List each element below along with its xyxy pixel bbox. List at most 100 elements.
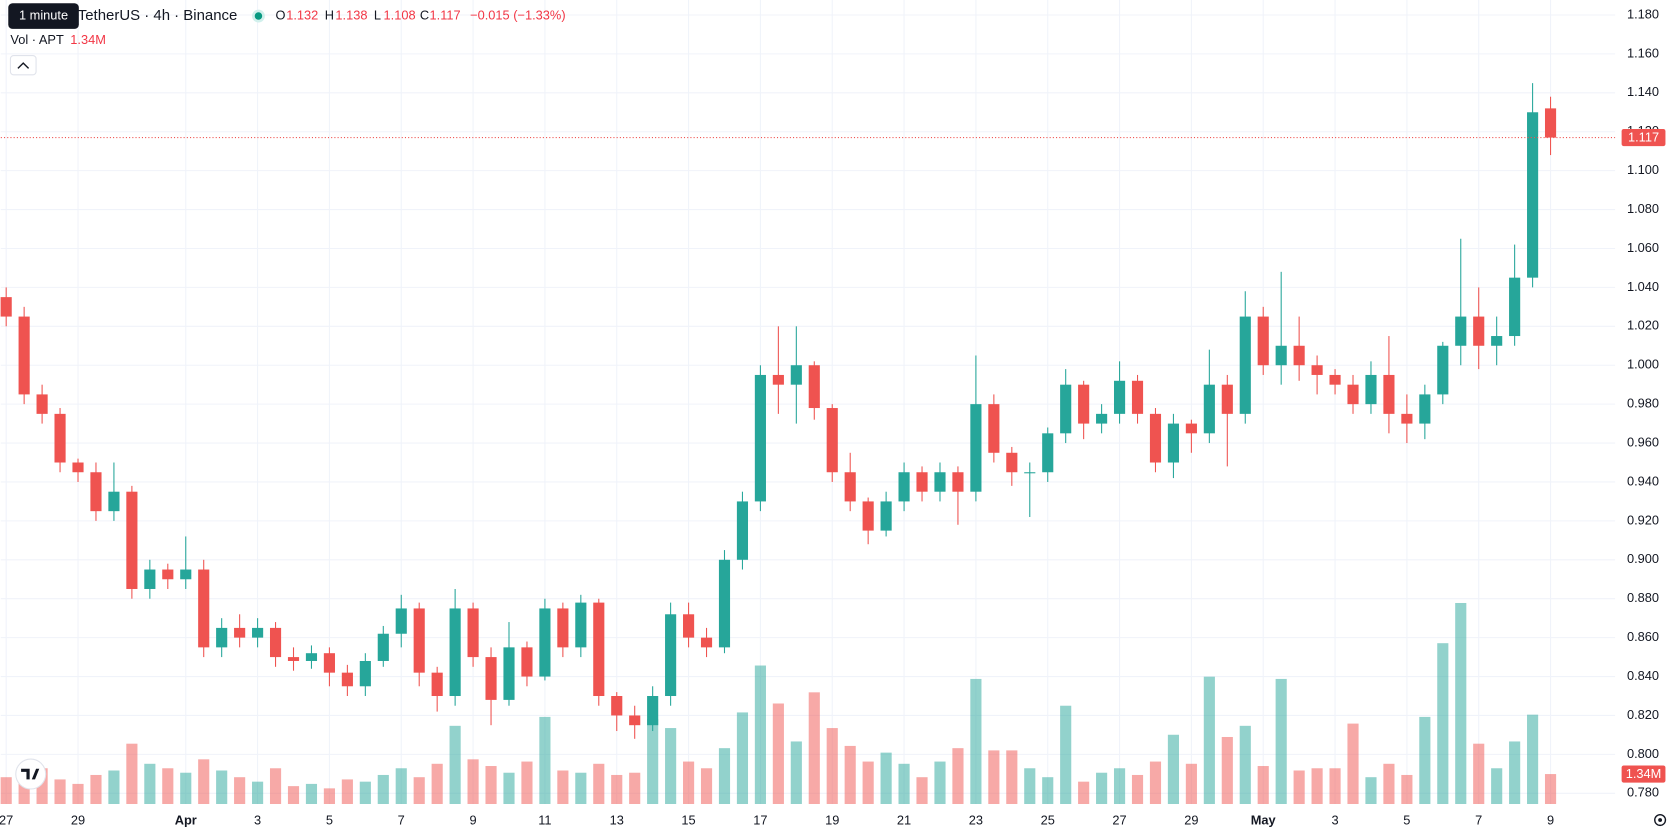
candle-body (1455, 316, 1467, 346)
candle-body (539, 608, 551, 677)
volume-bar (718, 748, 731, 804)
volume-bar (575, 772, 587, 804)
x-tick-label: 13 (610, 812, 624, 827)
volume-bar (539, 716, 551, 804)
volume-bar (305, 783, 318, 804)
y-tick-label: 1.000 (1627, 357, 1659, 372)
volume-bar (647, 719, 659, 804)
settings-icon-center (1658, 818, 1663, 822)
candle-body (988, 404, 1000, 453)
candle-body (1042, 433, 1054, 473)
candle-body (1437, 345, 1449, 395)
volume-bar (862, 761, 874, 804)
candle-body (1060, 384, 1072, 434)
volume-bar (736, 712, 749, 804)
x-tick-label: May (1251, 812, 1277, 827)
volume-bar (970, 678, 982, 804)
candle-body (305, 653, 318, 661)
volume-bar (198, 759, 210, 804)
volume-bar (1455, 602, 1467, 804)
ohlc-letter: H (325, 7, 334, 22)
candle-body (557, 608, 569, 648)
volume-bar (557, 770, 569, 804)
candle-body (198, 569, 210, 648)
candle-body (180, 569, 192, 580)
volume-bar (629, 772, 641, 804)
candle-body (413, 608, 425, 673)
volume-bar (485, 766, 497, 804)
y-tick-label: 1.020 (1627, 318, 1659, 333)
volume-bar (1365, 777, 1377, 804)
volume-bar (72, 783, 84, 804)
volume-bar (323, 788, 335, 804)
candle-body (575, 602, 587, 648)
candle-body (1096, 413, 1108, 424)
candle-body (952, 472, 964, 492)
candle-body (1185, 423, 1197, 434)
volume-bar (252, 781, 264, 804)
candle-body (18, 316, 30, 395)
collapse-icon (17, 62, 30, 69)
y-tick-label: 1.080 (1627, 201, 1659, 216)
candle-body (1527, 112, 1539, 278)
candle-body (1329, 374, 1341, 385)
x-tick-label: 5 (1403, 812, 1410, 827)
volume-bar (790, 741, 802, 804)
volume-value: 1.34M (70, 32, 106, 47)
candle-body (485, 657, 497, 700)
volume-bar (269, 768, 282, 804)
x-tick-label: 3 (1331, 812, 1338, 827)
candle-body (36, 394, 48, 414)
y-tick-label: 0.880 (1627, 590, 1659, 605)
legend-header: TetherUS · 4h · Binance O 1.132 H 1.138 … (8, 3, 1667, 827)
candle-body (1509, 277, 1521, 337)
volume-bar (1006, 750, 1018, 804)
volume-bar (180, 772, 192, 804)
y-tick-label: 0.820 (1627, 707, 1659, 722)
ohlc-value: 1.117 (430, 7, 461, 22)
x-tick-label: 5 (326, 812, 333, 827)
volume-bar (1131, 774, 1144, 804)
candle-body (970, 404, 982, 492)
candle-body (934, 472, 946, 492)
y-tick-label: 0.980 (1627, 396, 1659, 411)
volume-bar (144, 763, 156, 804)
candle-body (1311, 365, 1323, 375)
price-tag-label: 1.117 (1628, 129, 1659, 144)
volume-bar (772, 703, 784, 804)
candle-body (503, 647, 515, 700)
volume-bar (988, 750, 1000, 804)
volume-bar (1329, 768, 1341, 804)
candle-body (1078, 384, 1090, 424)
candle-body (1365, 374, 1377, 405)
volume-bar (449, 725, 461, 804)
volume-bar (216, 770, 228, 804)
ohlc-value: 1.132 (286, 7, 318, 22)
y-tick-label: 0.920 (1627, 512, 1659, 527)
volume-bar (54, 779, 66, 804)
ohlc-letter: C (420, 7, 429, 22)
candle-body (287, 657, 300, 661)
logo-badge[interactable] (15, 758, 47, 790)
settings-icon[interactable] (1654, 813, 1667, 827)
volume-bar (1042, 777, 1054, 804)
collapse-button[interactable] (9, 55, 37, 76)
candle-body (665, 614, 677, 697)
volume-bar (287, 786, 300, 804)
volume-bar (1437, 643, 1449, 804)
volume-bar (826, 728, 838, 804)
y-tick-label: 0.900 (1627, 551, 1659, 566)
volume-tag (1621, 765, 1666, 783)
volume-bar (1527, 714, 1539, 804)
volume-bar (916, 777, 928, 804)
candle-body (1544, 108, 1557, 138)
volume-bar (1096, 772, 1108, 804)
candle-body (736, 501, 749, 560)
volume-bar (1113, 768, 1126, 804)
volume-bar (844, 745, 856, 804)
volume-bar (683, 761, 695, 804)
candle-body (1239, 316, 1251, 414)
candle-body (1257, 316, 1269, 366)
